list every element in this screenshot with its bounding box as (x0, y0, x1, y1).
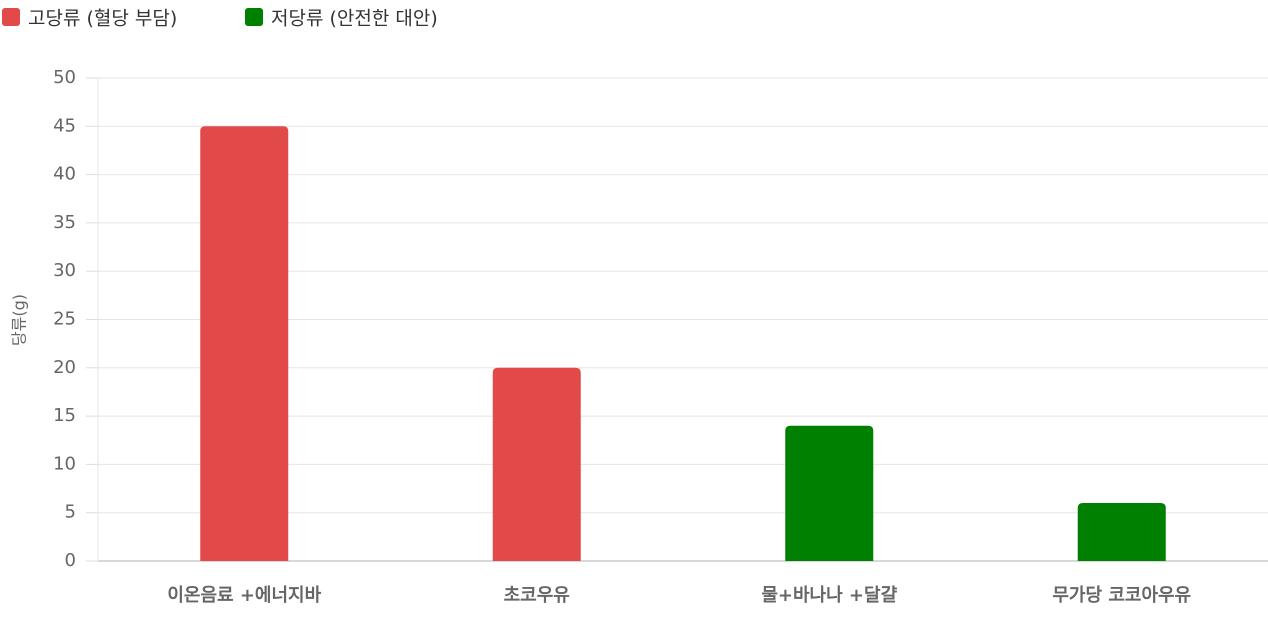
legend-label: 저당류 (안전한 대안) (271, 8, 438, 30)
bar (200, 126, 289, 562)
legend-label: 고당류 (혈당 부담) (28, 8, 177, 30)
y-tick-label: 30 (53, 260, 76, 281)
x-tick-label: 초코우유 (504, 585, 570, 606)
bar (492, 367, 581, 561)
y-tick-label: 20 (53, 357, 76, 378)
y-tick-label: 35 (53, 212, 76, 233)
legend-swatch (2, 8, 20, 26)
y-tick-label: 25 (53, 309, 76, 330)
x-tick-label: 무가당 코코아우유 (1052, 585, 1191, 606)
y-axis-title: 당류(g) (10, 294, 29, 346)
y-tick-label: 50 (53, 67, 76, 88)
y-tick-label: 0 (65, 550, 76, 571)
legend-swatch (245, 8, 263, 26)
y-tick-label: 15 (53, 405, 76, 426)
bar (1077, 503, 1166, 561)
y-tick-label: 5 (65, 502, 76, 523)
bar (785, 425, 874, 561)
x-tick-label: 이온음료 +에너지바 (167, 585, 321, 606)
y-tick-label: 45 (53, 115, 76, 136)
x-tick-label: 물+바나나 +달걀 (761, 584, 897, 606)
y-tick-label: 10 (53, 453, 76, 474)
y-tick-label: 40 (53, 164, 76, 185)
